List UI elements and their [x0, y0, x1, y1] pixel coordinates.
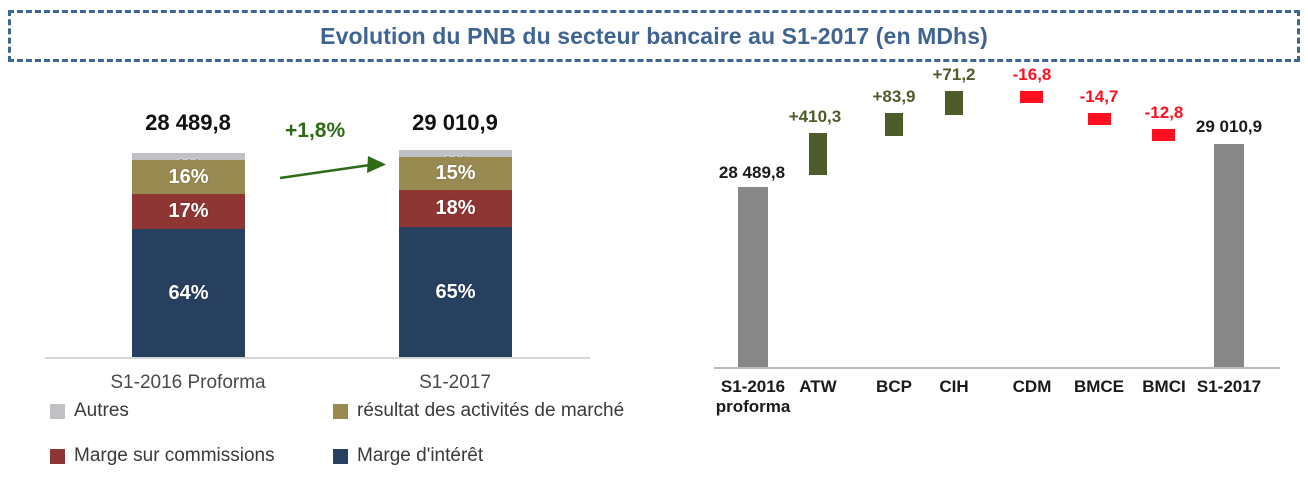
waterfall-category-6: BMCI: [1142, 377, 1186, 396]
left-chart-axis: [45, 357, 590, 359]
waterfall-value-5: -14,7: [1079, 87, 1119, 106]
waterfall-bar-bmci[interactable]: [1152, 129, 1175, 141]
waterfall-category-2: BCP: [876, 377, 912, 396]
stack-segment-marche-0[interactable]: 16%: [132, 160, 245, 194]
waterfall-category-1: ATW: [799, 377, 837, 396]
legend-label-interet: Marge d'intérêt: [357, 445, 484, 466]
legend: Autres résultat des activités de marché …: [0, 62, 660, 496]
category-label-0: S1-2016 Proforma: [110, 372, 266, 393]
waterfall-bar-s1-2016[interactable]: [738, 187, 768, 367]
legend-item-commissions[interactable]: Marge sur commissions: [50, 445, 275, 467]
stack-segment-interet-0[interactable]: 64%: [132, 229, 245, 357]
stack-segment-label-commissions-1: 18%: [435, 197, 476, 219]
waterfall-bar-cih[interactable]: [945, 91, 963, 115]
legend-item-interet[interactable]: Marge d'intérêt: [333, 445, 483, 467]
stack-segment-commissions-1[interactable]: 18%: [399, 190, 512, 227]
stack-segment-label-commissions-0: 17%: [168, 200, 209, 222]
waterfall-category-4: CDM: [1012, 377, 1052, 396]
waterfall-category-0-line1: S1-2016: [720, 377, 786, 396]
waterfall-value-7: 29 010,9: [1195, 117, 1263, 136]
stack-segment-label-interet-1: 65%: [435, 280, 476, 303]
waterfall-value-4: -16,8: [1012, 65, 1052, 84]
legend-label-marche: résultat des activités de marché: [357, 400, 625, 421]
legend-swatch-commissions: [50, 448, 65, 464]
waterfall-bar-atw[interactable]: [809, 133, 827, 175]
waterfall-axis: [714, 367, 1280, 369]
bar-total-label-1: 29 010,9: [412, 110, 498, 135]
stacked-bar-chart: 28 489,8 3% 16% 17% 64% S1-2016 Proforma…: [0, 62, 660, 496]
waterfall-category-3: CIH: [939, 377, 969, 396]
stacked-bar-1[interactable]: 3% 15% 18% 65%: [399, 150, 512, 357]
category-label-1: S1-2017: [419, 372, 491, 393]
waterfall-category-7: S1-2017: [1196, 377, 1262, 396]
stack-segment-autres-1[interactable]: [399, 150, 512, 157]
waterfall-bar-bmce[interactable]: [1088, 113, 1111, 125]
waterfall-value-3: +71,2: [932, 65, 976, 84]
stack-segment-interet-1[interactable]: 65%: [399, 227, 512, 357]
waterfall-value-0: 28 489,8: [718, 163, 786, 182]
waterfall-bar-bcp[interactable]: [885, 113, 903, 136]
stack-segment-label-marche-0: 16%: [168, 165, 209, 188]
stack-segment-autres-0[interactable]: [132, 153, 245, 160]
page-title: Evolution du PNB du secteur bancaire au …: [320, 22, 988, 49]
stack-segment-commissions-0[interactable]: 17%: [132, 194, 245, 229]
slide-title-box: Evolution du PNB du secteur bancaire au …: [8, 10, 1300, 62]
legend-label-commissions: Marge sur commissions: [74, 445, 275, 466]
waterfall-value-6: -12,8: [1144, 103, 1184, 122]
legend-swatch-autres: [50, 403, 65, 419]
legend-item-marche[interactable]: résultat des activités de marché: [333, 400, 624, 422]
bar-total-label-0: 28 489,8: [145, 110, 231, 135]
legend-swatch-interet: [333, 448, 348, 464]
waterfall-category-0: S1-2016 proforma: [701, 377, 805, 416]
waterfall-category-5: BMCE: [1073, 377, 1125, 396]
waterfall-value-2: +83,9: [872, 87, 916, 106]
legend-swatch-marche: [333, 403, 348, 419]
waterfall-bar-s1-2017[interactable]: [1214, 144, 1244, 367]
legend-item-autres[interactable]: Autres: [50, 400, 129, 422]
growth-label: +1,8%: [285, 119, 346, 142]
legend-label-autres: Autres: [74, 400, 129, 421]
stack-segment-marche-1[interactable]: 15%: [399, 157, 512, 190]
waterfall-value-1: +410,3: [788, 107, 842, 126]
stack-segment-label-interet-0: 64%: [168, 281, 209, 304]
growth-arrow-icon: [279, 156, 386, 180]
waterfall-category-0-line2: proforma: [715, 396, 791, 416]
stack-segment-label-marche-1: 15%: [435, 162, 476, 184]
waterfall-chart: 28 489,8 S1-2016 proforma +410,3 ATW +83…: [700, 62, 1308, 496]
waterfall-bar-cdm[interactable]: [1020, 91, 1043, 103]
stacked-bar-0[interactable]: 3% 16% 17% 64%: [132, 153, 245, 357]
